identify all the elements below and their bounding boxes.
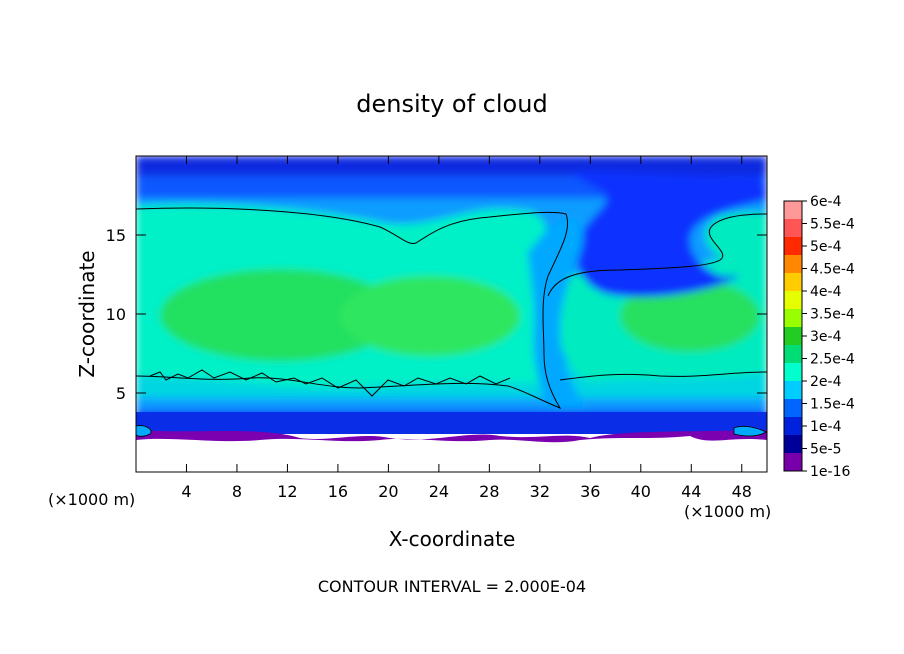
contour-interval-note: CONTOUR INTERVAL = 2.000E-04 xyxy=(318,577,586,596)
colorbar-label: 5e-5 xyxy=(810,442,841,458)
x-tick-label: 36 xyxy=(580,482,600,501)
colorbar-label: 1.5e-4 xyxy=(810,397,855,413)
cloud-base-purple xyxy=(136,430,767,443)
colorbar-label: 1e-16 xyxy=(810,464,850,480)
y-axis-ticks: 5 10 15 xyxy=(106,226,767,403)
colorbar-swatch xyxy=(784,345,802,364)
cloud-field xyxy=(136,156,767,424)
x-unit-right: (×1000 m) xyxy=(684,502,771,521)
x-axis-ticks: 4 8 12 16 20 24 28 32 36 40 44 48 xyxy=(181,156,752,501)
colorbar-swatch xyxy=(784,363,802,382)
y-axis-label: Z-coordinate xyxy=(75,250,99,377)
x-unit-left: (×1000 m) xyxy=(48,490,135,509)
green-core-right xyxy=(620,280,760,352)
x-tick-label: 20 xyxy=(378,482,398,501)
colorbar-swatch xyxy=(784,309,802,328)
colorbar-label: 4.5e-4 xyxy=(810,262,855,278)
colorbar-swatch xyxy=(784,453,802,472)
colorbar-swatch xyxy=(784,273,802,292)
updraft-light-blue xyxy=(528,217,586,408)
x-tick-label: 12 xyxy=(277,482,297,501)
y-tick-label: 15 xyxy=(106,226,126,245)
colorbar-label: 4e-4 xyxy=(810,284,842,300)
x-tick-label: 4 xyxy=(181,482,191,501)
colorbar-swatch xyxy=(784,381,802,400)
x-axis-label: X-coordinate xyxy=(389,527,516,551)
colorbar-swatch xyxy=(784,201,802,220)
colorbar-swatch xyxy=(784,417,802,436)
colorbar-swatch xyxy=(784,435,802,454)
upper-right-dark-blue xyxy=(570,171,767,297)
colorbar-swatch xyxy=(784,399,802,418)
green-core-center xyxy=(340,276,520,356)
bottom-cloud-blue-band xyxy=(136,412,767,434)
green-core-left xyxy=(160,269,400,361)
colorbar-label: 6e-4 xyxy=(810,194,842,210)
x-tick-label: 32 xyxy=(530,482,550,501)
colorbar-label: 2.5e-4 xyxy=(810,352,855,368)
noise-bumps xyxy=(149,369,511,397)
plot-area xyxy=(136,156,767,472)
colorbar-label: 5e-4 xyxy=(810,239,842,255)
colorbar-swatch xyxy=(784,291,802,310)
colorbar-swatch xyxy=(784,255,802,274)
colorbar-label: 3.5e-4 xyxy=(810,307,855,323)
colorbar-swatch xyxy=(784,327,802,346)
x-tick-label: 44 xyxy=(681,482,701,501)
x-tick-label: 48 xyxy=(732,482,752,501)
colorbar-label: 1e-4 xyxy=(810,419,842,435)
x-tick-label: 16 xyxy=(328,482,348,501)
small-island-left xyxy=(136,425,152,437)
colorbar-label: 3e-4 xyxy=(810,329,842,345)
y-tick-label: 5 xyxy=(116,384,126,403)
x-tick-label: 40 xyxy=(631,482,651,501)
x-tick-label: 24 xyxy=(429,482,449,501)
colorbar-label: 2e-4 xyxy=(810,374,842,390)
colorbar-swatch xyxy=(784,237,802,256)
colorbar-swatch xyxy=(784,219,802,238)
chart-title: density of cloud xyxy=(356,90,547,118)
upper-contour-line xyxy=(136,207,569,410)
small-island-right xyxy=(733,425,767,437)
right-contour-line xyxy=(547,213,767,297)
bottom-contour-line xyxy=(559,371,767,381)
y-tick-label: 10 xyxy=(106,305,126,324)
x-tick-label: 28 xyxy=(479,482,499,501)
colorbar: 6e-4 5.5e-4 5e-4 4.5e-4 4e-4 3.5e-4 3e-4 2.5e-4… xyxy=(783,194,855,480)
x-tick-label: 8 xyxy=(232,482,242,501)
colorbar-label: 5.5e-4 xyxy=(810,217,855,233)
